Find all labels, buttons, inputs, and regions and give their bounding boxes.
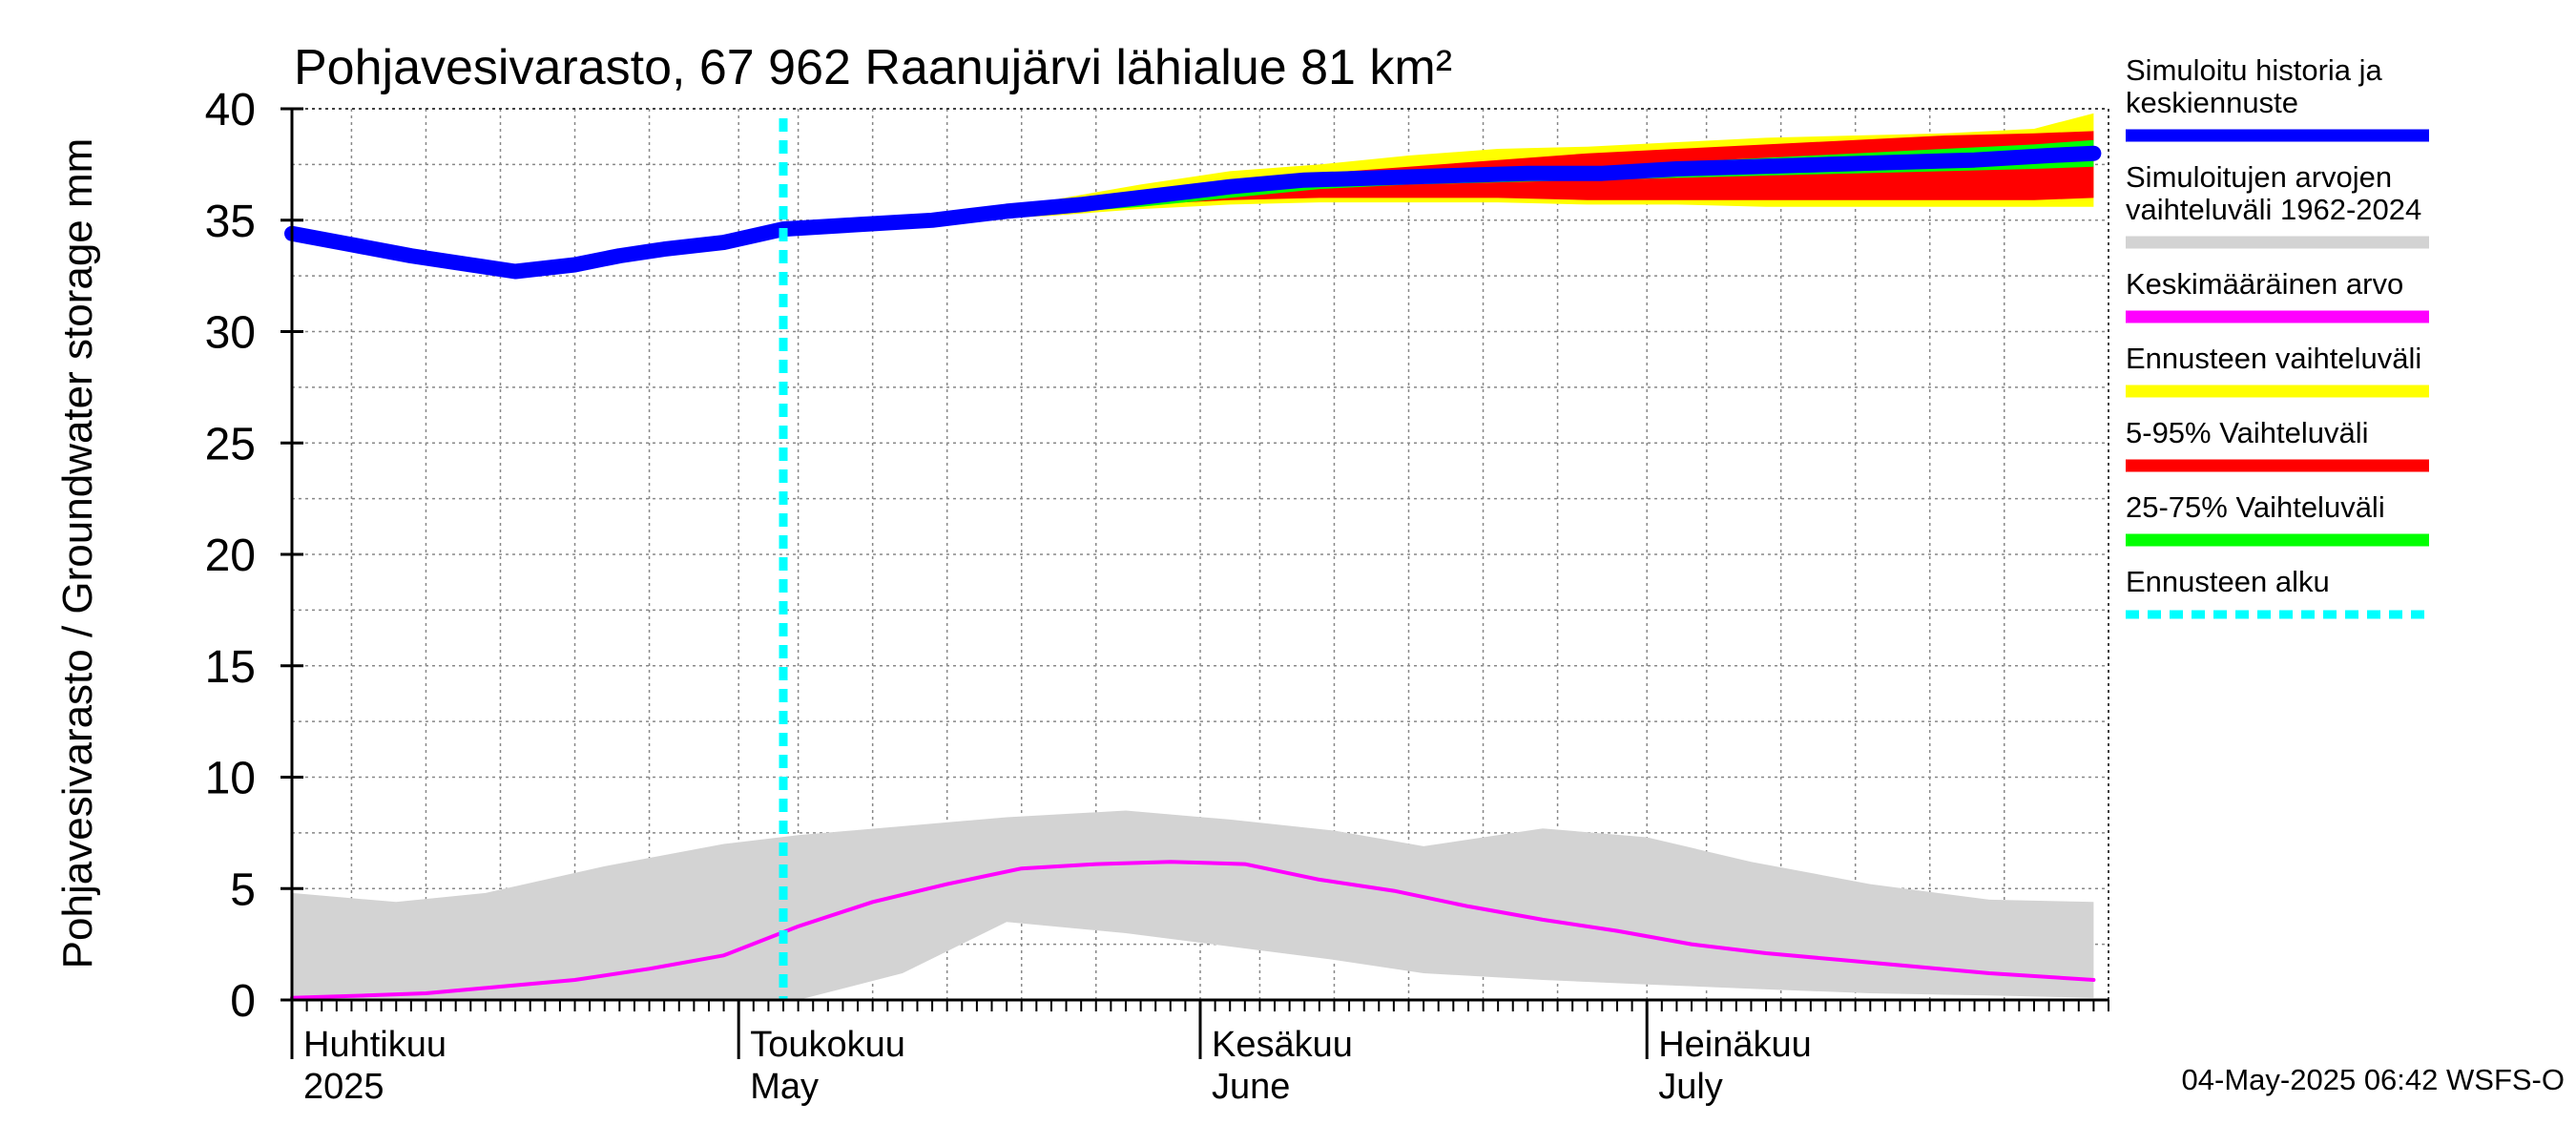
- legend-label: keskiennuste: [2126, 86, 2298, 119]
- y-tick-label: 10: [205, 754, 256, 804]
- legend-label: 5-95% Vaihteluväli: [2126, 416, 2368, 449]
- x-month-label-en: 2025: [303, 1067, 384, 1107]
- legend-label: vaihteluväli 1962-2024: [2126, 193, 2421, 226]
- history-range-band: [292, 810, 2094, 1000]
- y-tick-label: 0: [230, 976, 256, 1027]
- chart-title: Pohjavesivarasto, 67 962 Raanujärvi lähi…: [294, 40, 1452, 95]
- legend-label: Simuloitu historia ja: [2126, 53, 2383, 87]
- y-tick-label: 30: [205, 308, 256, 359]
- axes-frame: [280, 107, 2109, 1059]
- legend-label: 25-75% Vaihteluväli: [2126, 490, 2385, 524]
- y-tick-labels: 0 5 10 15 20 25 30 35 40: [205, 85, 256, 1027]
- y-tick-label: 25: [205, 419, 256, 469]
- y-axis-label: Pohjavesivarasto / Groundwater storage m…: [54, 138, 101, 969]
- timestamp-label: 04-May-2025 06:42 WSFS-O: [2182, 1063, 2565, 1096]
- x-month-label-fi: Kesäkuu: [1212, 1025, 1353, 1065]
- x-month-label-fi: Toukokuu: [750, 1025, 905, 1065]
- simulated-history-line: [284, 145, 2102, 280]
- x-month-label-fi: Huhtikuu: [303, 1025, 447, 1065]
- y-tick-label: 40: [205, 85, 256, 135]
- x-month-label-en: May: [750, 1067, 819, 1107]
- legend-label: Simuloitujen arvojen: [2126, 160, 2392, 194]
- mean-value-line: [290, 860, 2096, 1000]
- y-tick-label: 20: [205, 531, 256, 581]
- legend-label: Keskimääräinen arvo: [2126, 267, 2403, 301]
- band-layer: [292, 113, 2094, 1000]
- x-month-label-en: July: [1658, 1067, 1723, 1107]
- line-layer: [284, 118, 2102, 1000]
- x-month-label-fi: Heinäkuu: [1658, 1025, 1812, 1065]
- legend-label: Ennusteen vaihteluväli: [2126, 342, 2421, 375]
- y-tick-label: 5: [230, 864, 256, 915]
- x-month-label-en: June: [1212, 1067, 1290, 1107]
- legend-label: Ennusteen alku: [2126, 565, 2330, 598]
- y-tick-label: 15: [205, 642, 256, 693]
- y-tick-label: 35: [205, 197, 256, 247]
